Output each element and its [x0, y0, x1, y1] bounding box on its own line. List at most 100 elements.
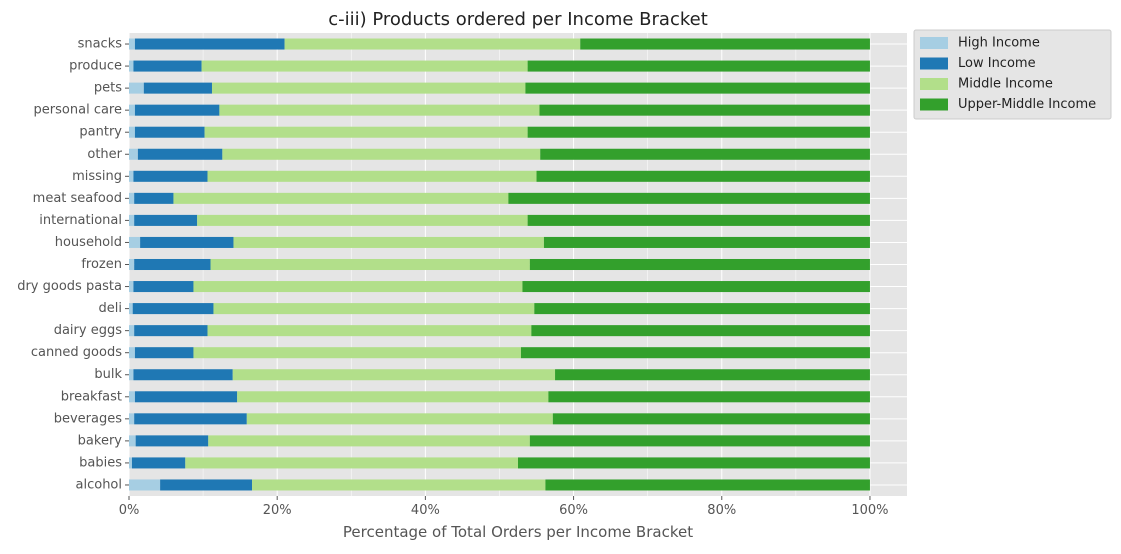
- bar-bulk-high-income: [129, 369, 134, 381]
- y-tick-label: canned goods: [31, 345, 122, 360]
- legend-label: Middle Income: [958, 77, 1053, 92]
- bar-household-middle-income: [233, 236, 544, 248]
- x-tick-labels: 0% 20% 40% 60% 80% 100%: [119, 496, 889, 518]
- bar-beverages-upper-middle-income: [552, 413, 870, 425]
- x-tick-label: 60%: [559, 503, 588, 518]
- bar-frozen-upper-middle-income: [529, 258, 870, 271]
- bar-international-low-income: [134, 214, 198, 226]
- bar-household-high-income: [129, 236, 141, 248]
- bar-other-low-income: [137, 148, 223, 160]
- legend-swatch-high-income: [920, 37, 948, 49]
- y-tick-label: beverages: [54, 411, 123, 426]
- bar-pets-high-income: [129, 82, 144, 94]
- legend-label: High Income: [958, 36, 1040, 51]
- y-tick-label: dry goods pasta: [17, 279, 122, 294]
- legend-swatch-middle-income: [920, 78, 948, 90]
- x-axis-label: Percentage of Total Orders per Income Br…: [343, 523, 693, 541]
- bar-dairy-eggs-upper-middle-income: [531, 325, 870, 337]
- x-tick-label: 40%: [411, 503, 440, 518]
- bar-bulk-middle-income: [232, 369, 556, 381]
- bar-pets-low-income: [143, 82, 212, 94]
- bar-dairy-eggs-middle-income: [207, 325, 532, 337]
- bar-bakery-high-income: [129, 435, 136, 447]
- bar-other-high-income: [129, 148, 138, 160]
- y-tick-label: babies: [79, 455, 122, 470]
- bar-other-middle-income: [222, 148, 541, 160]
- bars: [129, 38, 870, 491]
- bar-snacks-upper-middle-income: [580, 38, 870, 50]
- bar-canned-goods-low-income: [134, 347, 194, 359]
- bar-personal-care-high-income: [129, 104, 135, 116]
- bar-canned-goods-high-income: [129, 347, 135, 359]
- bar-bakery-upper-middle-income: [529, 435, 870, 447]
- bar-missing-middle-income: [207, 170, 537, 182]
- bar-bulk-low-income: [133, 369, 233, 381]
- bar-babies-low-income: [131, 457, 186, 469]
- bar-missing-upper-middle-income: [536, 170, 870, 182]
- legend-label: Low Income: [958, 56, 1036, 71]
- bar-dry-goods-pasta-high-income: [129, 281, 134, 293]
- bar-snacks-high-income: [129, 38, 135, 50]
- bar-international-high-income: [129, 214, 135, 226]
- y-tick-labels: snacks produce pets personal care pantry othe…: [17, 37, 129, 492]
- y-tick-label: frozen: [81, 257, 122, 272]
- y-tick-label: missing: [72, 169, 122, 184]
- y-tick-label: pets: [94, 81, 122, 96]
- bar-household-upper-middle-income: [543, 236, 870, 248]
- bar-dry-goods-pasta-low-income: [133, 281, 194, 293]
- bar-frozen-high-income: [129, 258, 135, 271]
- legend-label: Upper-Middle Income: [958, 97, 1096, 112]
- bar-canned-goods-middle-income: [193, 347, 521, 359]
- bar-bakery-low-income: [135, 435, 209, 447]
- bar-meat-seafood-upper-middle-income: [508, 192, 870, 204]
- bar-produce-low-income: [133, 60, 202, 72]
- y-tick-label: deli: [99, 301, 122, 316]
- legend-swatch-low-income: [920, 57, 948, 70]
- bar-personal-care-upper-middle-income: [539, 104, 870, 116]
- x-tick-label: 0%: [119, 503, 140, 518]
- y-tick-label: bulk: [94, 367, 122, 382]
- bar-missing-low-income: [133, 170, 208, 182]
- bar-personal-care-middle-income: [219, 104, 540, 116]
- bar-alcohol-high-income: [129, 479, 161, 491]
- bar-breakfast-middle-income: [237, 391, 549, 403]
- bar-pantry-low-income: [134, 126, 205, 138]
- bar-frozen-middle-income: [210, 258, 530, 271]
- bar-breakfast-upper-middle-income: [548, 391, 870, 403]
- bar-household-low-income: [140, 236, 234, 248]
- bar-snacks-middle-income: [284, 38, 581, 50]
- y-tick-label: international: [39, 213, 122, 228]
- bar-bakery-middle-income: [208, 435, 530, 447]
- bar-produce-upper-middle-income: [527, 60, 870, 72]
- legend: High Income Low Income Middle Income Upper-…: [913, 29, 1112, 120]
- chart-title: c-iii) Products ordered per Income Brack…: [328, 9, 708, 30]
- bar-dairy-eggs-low-income: [134, 325, 208, 337]
- bar-international-upper-middle-income: [527, 214, 870, 226]
- bar-snacks-low-income: [134, 38, 285, 50]
- y-tick-label: breakfast: [61, 389, 122, 404]
- bar-pantry-middle-income: [204, 126, 528, 138]
- bar-canned-goods-upper-middle-income: [520, 347, 870, 359]
- x-tick-label: 100%: [851, 503, 888, 518]
- bar-dairy-eggs-high-income: [129, 325, 135, 337]
- bar-meat-seafood-high-income: [129, 192, 135, 204]
- bar-bulk-upper-middle-income: [555, 369, 870, 381]
- bar-produce-middle-income: [201, 60, 528, 72]
- bar-pantry-upper-middle-income: [527, 126, 870, 138]
- bar-babies-upper-middle-income: [518, 457, 870, 469]
- bar-breakfast-high-income: [129, 391, 135, 403]
- y-tick-label: dairy eggs: [54, 323, 123, 338]
- y-tick-label: snacks: [78, 37, 123, 52]
- legend-swatch-upper-middle-income: [920, 98, 948, 111]
- bar-pantry-high-income: [129, 126, 135, 138]
- bar-alcohol-upper-middle-income: [545, 479, 870, 491]
- bar-alcohol-low-income: [160, 479, 252, 491]
- bar-international-middle-income: [197, 214, 528, 226]
- bar-babies-middle-income: [185, 457, 518, 469]
- bar-deli-high-income: [129, 303, 133, 315]
- bar-pets-upper-middle-income: [525, 82, 870, 94]
- bar-dry-goods-pasta-middle-income: [193, 281, 523, 293]
- y-tick-label: alcohol: [76, 477, 122, 492]
